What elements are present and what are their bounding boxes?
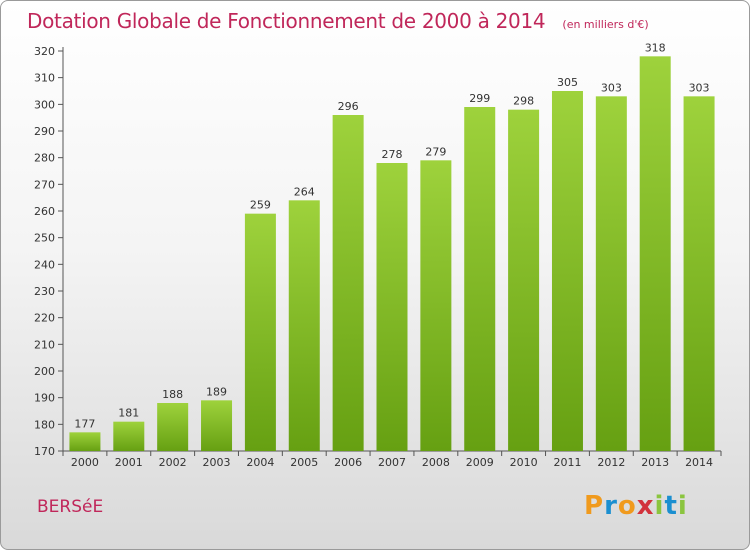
x-tick-label: 2008 [422, 456, 450, 469]
bar [639, 56, 671, 451]
y-tick-label: 200 [34, 365, 55, 378]
logo-letter: t [664, 491, 678, 521]
data-label: 303 [689, 81, 710, 94]
chart-title: Dotation Globale de Fonctionnement de 20… [27, 9, 546, 33]
data-label: 264 [294, 185, 315, 198]
y-tick-label: 180 [34, 418, 55, 431]
bar [157, 403, 189, 451]
x-tick-label: 2001 [115, 456, 143, 469]
data-label: 305 [557, 76, 578, 89]
data-label: 259 [250, 199, 271, 212]
data-label: 299 [469, 92, 490, 105]
x-tick-label: 2000 [71, 456, 99, 469]
data-label: 177 [74, 417, 95, 430]
data-label: 188 [162, 388, 183, 401]
bar [244, 213, 276, 451]
y-tick-label: 170 [34, 445, 55, 458]
proxiti-logo: Proxiti [584, 491, 688, 521]
x-tick-label: 2012 [597, 456, 625, 469]
bar [508, 109, 540, 452]
logo-letter: i [654, 491, 665, 521]
y-tick-label: 220 [34, 312, 55, 325]
data-label: 278 [382, 148, 403, 161]
chart-subtitle: (en milliers d'€) [562, 18, 649, 31]
bar [464, 107, 496, 451]
bar [288, 200, 320, 451]
y-tick-label: 280 [34, 152, 55, 165]
x-tick-label: 2002 [159, 456, 187, 469]
y-tick-label: 190 [34, 392, 55, 405]
data-label: 298 [513, 95, 534, 108]
bar [551, 91, 583, 451]
data-label: 189 [206, 385, 227, 398]
data-label: 181 [118, 407, 139, 420]
data-label: 279 [425, 145, 446, 158]
x-tick-label: 2014 [685, 456, 713, 469]
logo-letter: r [604, 491, 618, 521]
y-tick-label: 250 [34, 232, 55, 245]
logo-letter: x [636, 491, 655, 521]
y-tick-label: 310 [34, 72, 55, 85]
x-tick-label: 2009 [466, 456, 494, 469]
bar [376, 163, 408, 451]
chart-title-block: Dotation Globale de Fonctionnement de 20… [27, 9, 649, 33]
x-tick-label: 2006 [334, 456, 362, 469]
data-label: 303 [601, 81, 622, 94]
x-tick-label: 2010 [510, 456, 538, 469]
y-tick-label: 210 [34, 338, 55, 351]
x-tick-label: 2005 [290, 456, 318, 469]
y-tick-label: 260 [34, 205, 55, 218]
y-tick-label: 300 [34, 98, 55, 111]
bar [201, 400, 233, 451]
x-tick-label: 2004 [246, 456, 274, 469]
data-label: 296 [338, 100, 359, 113]
x-tick-label: 2003 [203, 456, 231, 469]
logo-letter: o [617, 491, 637, 521]
logo-letter: i [677, 491, 688, 521]
bar [683, 96, 715, 451]
logo-letter: P [584, 491, 605, 521]
bar [595, 96, 627, 451]
x-tick-label: 2013 [641, 456, 669, 469]
bar [420, 160, 452, 452]
x-tick-label: 2011 [553, 456, 581, 469]
data-label: 318 [645, 41, 666, 54]
y-tick-label: 320 [34, 45, 55, 58]
y-tick-label: 240 [34, 258, 55, 271]
commune-name: BERSéE [37, 497, 104, 517]
x-tick-label: 2007 [378, 456, 406, 469]
y-tick-label: 230 [34, 285, 55, 298]
bar [332, 115, 364, 451]
y-tick-label: 290 [34, 125, 55, 138]
bar [69, 432, 101, 451]
bar [113, 421, 145, 451]
y-tick-label: 270 [34, 178, 55, 191]
